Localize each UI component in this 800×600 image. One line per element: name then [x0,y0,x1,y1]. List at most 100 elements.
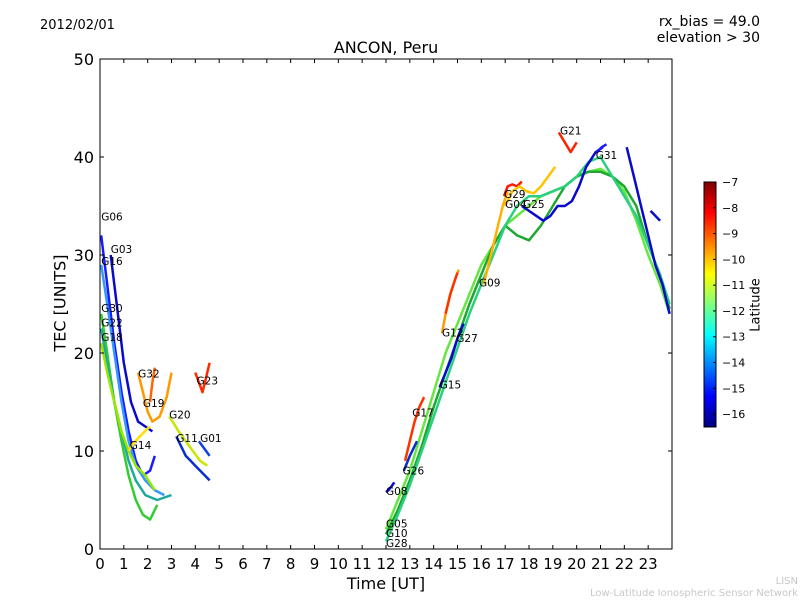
series-line-G25 [521,146,604,222]
series-line-G31 [596,143,608,153]
satellite-label-G28: G28 [386,538,408,550]
x-tick-label: 13 [400,555,419,573]
satellite-label-G30: G30 [101,303,123,315]
satellite-label-G21: G21 [560,125,582,137]
satellite-label-G17: G17 [412,408,434,420]
satellite-label-G05: G05 [386,518,408,530]
colorbar-tick-label: −12 [722,305,745,318]
satellite-label-G23: G23 [197,375,219,387]
satellite-label-G22: G22 [101,318,123,330]
colorbar-tick-label: −14 [722,357,745,370]
satellite-label-G16: G16 [101,256,123,268]
colorbar-tick-label: −11 [722,279,745,292]
satellite-label-G15: G15 [440,379,462,391]
x-tick-label: 8 [286,555,296,573]
series-line-G32 [136,372,173,423]
y-tick-label: 20 [74,344,94,363]
series-line-G10 [384,170,671,535]
satellite-label-G29: G29 [504,189,525,201]
x-tick-label: 9 [310,555,320,573]
y-tick-label: 30 [74,246,94,265]
y-tick-label: 50 [74,50,94,69]
x-tick-label: 7 [262,555,272,573]
x-tick-label: 1 [119,555,129,573]
series-line-G03 [109,254,154,433]
series-line-G17 [403,396,426,462]
satellite-label-G12: G12 [442,327,464,339]
satellite-label-G26: G26 [403,466,425,478]
satellite-label-G14: G14 [130,440,152,452]
series-line-G09 [482,190,509,285]
x-tick-label: 19 [543,555,562,573]
series-line-G18 [99,342,156,491]
elevation-label: elevation > 30 [656,30,760,46]
series-line-G20 [168,415,209,467]
colorbar-tick-label: −10 [722,253,745,266]
satellite-label-G08: G08 [386,486,408,498]
series-line-G27 [444,272,459,315]
satellite-label-G18: G18 [101,332,123,344]
y-tick-label: 10 [74,442,94,461]
y-tick-label: 0 [84,540,94,559]
x-tick-label: 18 [519,555,538,573]
series-line-G05 [384,167,671,530]
x-tick-label: 12 [376,555,395,573]
satellite-label-G06: G06 [101,212,123,224]
satellite-label-G19: G19 [143,398,165,410]
x-tick-label: 3 [167,555,177,573]
x-tick-label: 22 [615,555,634,573]
x-tick-label: 15 [448,555,467,573]
series-line-G19 [148,367,157,403]
x-tick-label: 11 [353,555,372,573]
x-tick-label: 6 [238,555,248,573]
colorbar [703,181,717,428]
series-line-G26 [402,440,419,472]
series-line-G08 [385,481,396,494]
series-line-G28 [384,155,671,542]
satellite-label-G20: G20 [169,410,191,422]
rx-bias-label: rx_bias = 49.0 [658,14,760,30]
colorbar-ticks: −7 −8 −9 −10 −11 −12 −13 −14 −15 −16 [713,176,745,421]
date-label: 2012/02/01 [40,18,115,33]
chart-title: ANCON, Peru [333,38,439,57]
satellite-label-G01: G01 [200,433,222,445]
series-line-G15 [438,323,465,388]
satellite-label-G10: G10 [386,528,408,540]
x-tick-label: 10 [329,555,348,573]
series-line-G04 [504,166,557,207]
x-tick-label: 4 [191,555,201,573]
satellite-label-G03: G03 [111,244,133,256]
axis-layer: 0 1 2 3 4 5 6 7 8 9 10 11 12 13 14 15 16 17 18 19 20 21 22 2301… [74,50,672,573]
series-line-unlabeled-28 [625,146,671,315]
series-line-G23 [194,362,211,394]
x-tick-label: 17 [496,555,515,573]
colorbar-tick-label: −7 [722,176,738,189]
satellite-label-G09: G09 [479,277,501,289]
plot-frame [99,58,673,550]
series-line-G14 [127,425,151,452]
x-tick-label: 5 [214,555,224,573]
series-line-unlabeled-29 [649,210,661,222]
series-line-G29 [502,180,523,197]
series-line-G01 [197,440,211,457]
satellite-label-G11: G11 [176,433,198,445]
x-tick-label: 0 [95,555,105,573]
series-layer [99,131,671,542]
credit-long: Low-Latitude Ionospheric Sensor Network [590,588,798,599]
colorbar-tick-label: −13 [722,331,745,344]
satellite-label-G27: G27 [456,333,478,345]
x-axis-label: Time [UT] [346,574,426,593]
x-tick-label: 21 [591,555,610,573]
x-tick-label: 14 [424,555,443,573]
y-tick-label: 40 [74,148,94,167]
series-line-G22 [99,328,172,502]
satellite-label-G31: G31 [596,150,618,162]
x-tick-label: 23 [639,555,658,573]
colorbar-tick-label: −9 [722,228,738,241]
x-tick-label: 16 [472,555,491,573]
x-tick-label: 20 [567,555,586,573]
colorbar-tick-label: −15 [722,382,745,395]
series-line-G21 [557,131,578,154]
